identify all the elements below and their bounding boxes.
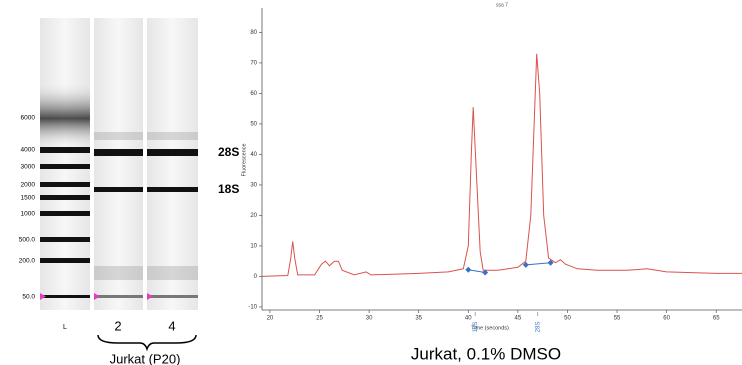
figure: Jurkat (P20) 28S 18S Jurkat, 0.1% DMSO 6… [0, 0, 742, 365]
x-tick-label: 55 [614, 316, 621, 322]
plot-area [262, 8, 742, 310]
y-tick-label: 40 [250, 152, 257, 158]
chart-title: ssa 7 [496, 2, 508, 8]
y-tick-label: 80 [250, 30, 257, 36]
y-tick-label: 0 [254, 274, 258, 280]
x-tick-label: 40 [465, 316, 472, 322]
smear [40, 80, 90, 150]
ladder-label: 6000 [21, 115, 36, 122]
ladder-label: 1000 [21, 211, 36, 218]
band-label: 18S [218, 182, 239, 196]
x-tick-label: 25 [316, 316, 323, 322]
ladder-label: 500.0 [19, 237, 36, 244]
y-tick-label: 30 [250, 183, 257, 189]
x-tick-label: 60 [663, 316, 670, 322]
brace [98, 335, 196, 349]
ladder-label: 50.0 [22, 294, 35, 301]
group-label: Jurkat (P20) [110, 351, 181, 365]
y-tick-label: 70 [250, 60, 257, 66]
annotation: 18S [473, 322, 479, 333]
y-tick-label: -10 [248, 305, 257, 311]
x-tick-label: 65 [713, 316, 720, 322]
y-tick-label: 10 [250, 244, 257, 250]
band-label: 28S [218, 145, 239, 159]
lane-label: L [63, 324, 67, 331]
lane-label: 2 [114, 318, 121, 333]
ladder-label: 2000 [21, 182, 36, 189]
ladder-label: 3000 [21, 164, 36, 171]
ladder-label: 4000 [21, 147, 36, 154]
ladder-label: 1500 [21, 195, 36, 202]
x-tick-label: 50 [564, 316, 571, 322]
x-tick-label: 35 [415, 316, 422, 322]
marker-bands [94, 295, 198, 298]
ladder-label: 200.0 [19, 258, 36, 265]
caption: Jurkat, 0.1% DMSO [411, 344, 561, 363]
annotation: 28S [535, 322, 541, 333]
x-tick-label: 45 [515, 316, 522, 322]
y-tick-label: 60 [250, 91, 257, 97]
y-axis-label: Fluorescence [241, 143, 247, 176]
lane-label: 4 [168, 318, 175, 333]
x-tick-label: 20 [267, 316, 274, 322]
y-tick-label: 20 [250, 213, 257, 219]
y-tick-label: 50 [250, 121, 257, 127]
x-tick-label: 30 [366, 316, 373, 322]
